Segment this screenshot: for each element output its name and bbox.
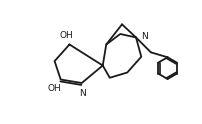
Text: N: N: [141, 32, 148, 41]
Text: N: N: [79, 89, 85, 98]
Text: OH: OH: [47, 84, 61, 93]
Text: OH: OH: [60, 31, 74, 40]
